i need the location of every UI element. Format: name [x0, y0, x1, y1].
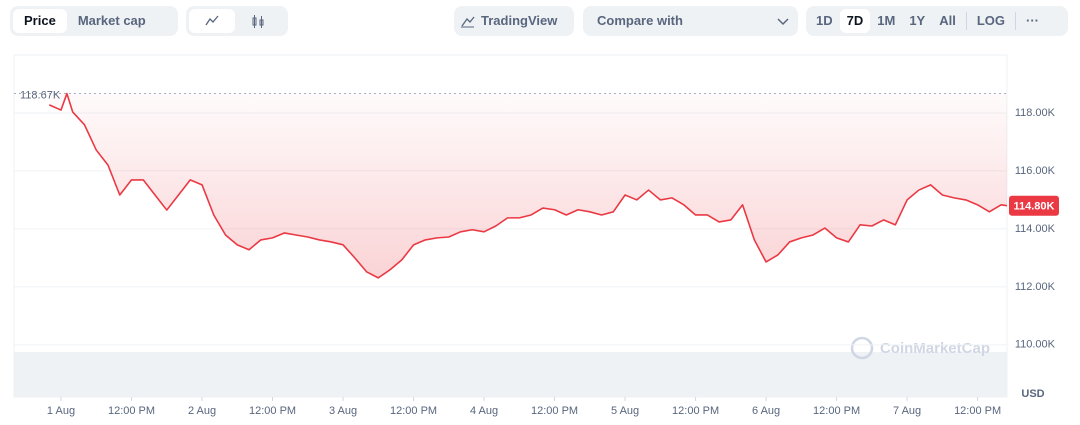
x-tick-label: 4 Aug — [470, 405, 498, 417]
candle-style-button[interactable] — [235, 9, 281, 33]
x-tick-label: 12:00 PM — [954, 405, 1001, 417]
price-line — [48, 92, 1008, 279]
x-tick-label: 12:00 PM — [672, 405, 719, 417]
range-button[interactable]: 1Y — [909, 13, 926, 28]
x-tick-label: 2 Aug — [188, 405, 216, 417]
compare-dropdown[interactable]: Compare with — [583, 6, 798, 36]
y-tick-label: 110.00K — [1015, 339, 1056, 351]
y-tick-label: 114.00K — [1015, 223, 1056, 235]
range-button[interactable]: All — [939, 13, 956, 28]
watermark: CoinMarketCap — [880, 340, 990, 357]
y-tick-label: 112.00K — [1015, 281, 1056, 293]
range-toggle: 1D 7D 1M 1Y All LOG ··· — [806, 6, 1068, 36]
x-tick-label: 12:00 PM — [813, 405, 860, 417]
divider — [965, 12, 967, 30]
x-tick-label: 3 Aug — [329, 405, 357, 417]
x-tick-label: 12:00 PM — [249, 405, 296, 417]
volume-band — [14, 352, 1007, 397]
more-button[interactable]: ··· — [1026, 13, 1040, 28]
x-tick-label: 5 Aug — [611, 405, 639, 417]
mode-button[interactable]: Price — [13, 9, 67, 33]
range-button[interactable]: 7D — [839, 9, 871, 33]
y-tick-label: 118.00K — [1015, 107, 1056, 119]
x-tick-label: 12:00 PM — [390, 405, 437, 417]
chevron — [777, 18, 789, 26]
range-button[interactable]: 1D — [816, 13, 833, 28]
currency-label: USD — [1021, 388, 1044, 400]
compare-label: Compare with — [597, 13, 683, 28]
y-tick-label: 116.00K — [1015, 165, 1056, 177]
chart-style-toggle — [186, 6, 288, 36]
plot-frame — [13, 54, 1008, 398]
divider — [1015, 12, 1017, 30]
tradingview-label: TradingView — [481, 13, 558, 28]
x-tick-label: 1 Aug — [47, 405, 75, 417]
tv-icon — [461, 16, 475, 28]
log-button[interactable]: LOG — [976, 13, 1006, 28]
mode-toggle: Price Market cap — [10, 6, 178, 36]
current-price-label: 114.80K — [1014, 201, 1055, 213]
high-label: 118.67K — [20, 89, 61, 101]
x-tick-label: 7 Aug — [893, 405, 921, 417]
candle-icon — [252, 15, 264, 28]
range-button[interactable]: 1M — [877, 13, 896, 28]
line-style-button[interactable] — [189, 9, 235, 33]
current-price-badge — [1009, 195, 1059, 216]
tradingview-button[interactable]: TradingView — [454, 6, 574, 36]
x-tick-label: 12:00 PM — [531, 405, 578, 417]
mode-button[interactable]: Market cap — [77, 13, 146, 28]
line-icon — [205, 15, 219, 26]
x-tick-label: 12:00 PM — [108, 405, 155, 417]
watermark-logo — [850, 336, 874, 360]
area-fill — [49, 93, 1007, 278]
x-tick-label: 6 Aug — [752, 405, 780, 417]
